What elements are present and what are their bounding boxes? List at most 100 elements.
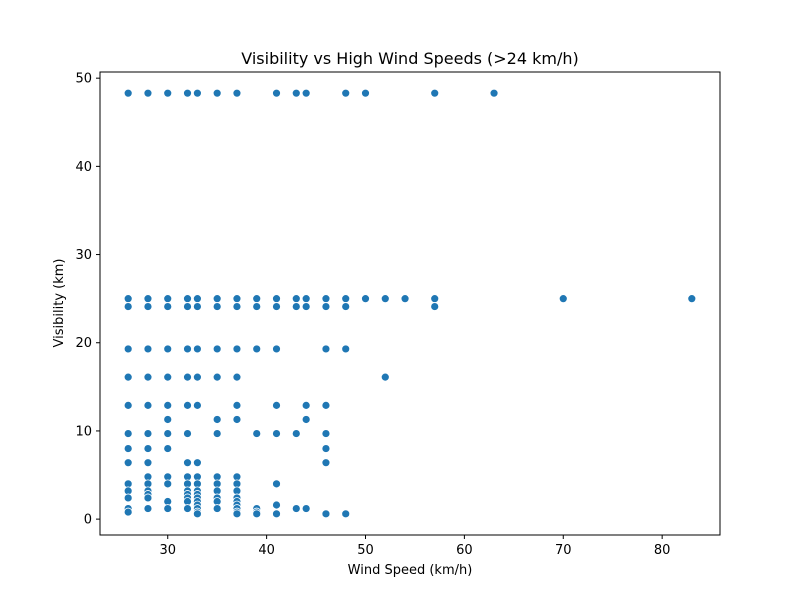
data-point: [321, 458, 331, 468]
data-point: [183, 372, 192, 382]
data-point: [212, 294, 222, 304]
data-point: [163, 504, 173, 513]
data-point: [558, 294, 568, 304]
y-axis-label: Visibility (km): [52, 259, 67, 348]
data-point: [252, 429, 262, 438]
data-point: [183, 88, 192, 98]
data-point: [291, 429, 301, 438]
data-point: [301, 294, 311, 304]
data-point: [123, 302, 133, 311]
chart-title: Visibility vs High Wind Speeds (>24 km/h…: [241, 49, 578, 68]
x-axis-ticks: 30 40 50 60 70 80: [159, 535, 670, 558]
data-point: [272, 429, 281, 438]
data-point: [321, 294, 331, 304]
data-point: [143, 294, 153, 304]
data-point: [143, 344, 153, 354]
data-point: [143, 444, 153, 453]
y-tick-label: 40: [75, 160, 92, 175]
data-point: [163, 302, 173, 311]
data-point: [232, 294, 242, 304]
data-point: [193, 302, 202, 311]
data-point: [123, 294, 133, 304]
data-point: [232, 302, 242, 311]
x-tick-label: 80: [654, 543, 671, 558]
data-point: [232, 400, 242, 410]
data-point: [291, 504, 301, 513]
data-point: [143, 458, 153, 468]
data-point: [430, 88, 440, 98]
y-tick-label: 50: [75, 72, 92, 87]
data-point: [163, 415, 173, 424]
data-point: [212, 302, 222, 311]
data-point: [321, 302, 331, 311]
y-tick-label: 30: [75, 248, 92, 263]
x-tick-label: 60: [456, 543, 473, 558]
data-point: [183, 458, 192, 468]
data-point: [430, 294, 440, 304]
data-point: [143, 429, 153, 438]
data-point: [687, 294, 697, 304]
data-point: [163, 372, 173, 382]
data-point: [380, 294, 390, 304]
data-point: [361, 294, 370, 304]
x-tick-label: 40: [258, 543, 275, 558]
data-point: [183, 400, 192, 410]
data-point: [321, 344, 331, 354]
data-point: [252, 294, 262, 304]
data-point: [143, 504, 153, 513]
data-point: [272, 88, 281, 98]
data-point: [341, 344, 351, 354]
data-point: [143, 372, 153, 382]
data-point: [252, 509, 262, 519]
data-point: [489, 88, 499, 98]
data-point: [341, 294, 351, 304]
x-tick-label: 30: [159, 543, 176, 558]
data-point: [123, 444, 133, 453]
data-point: [212, 415, 222, 424]
points-layer: [123, 88, 697, 519]
x-tick-label: 50: [357, 543, 374, 558]
data-point: [183, 504, 192, 513]
y-tick-label: 0: [84, 513, 92, 528]
data-point: [123, 344, 133, 354]
data-point: [163, 88, 173, 98]
data-point: [123, 429, 133, 438]
data-point: [123, 507, 133, 517]
data-point: [252, 344, 262, 354]
data-point: [193, 458, 202, 468]
data-point: [143, 400, 153, 410]
data-point: [321, 509, 331, 519]
data-point: [183, 344, 192, 354]
data-point: [321, 400, 331, 410]
data-point: [232, 415, 242, 424]
data-point: [212, 429, 222, 438]
data-point: [272, 302, 281, 311]
data-point: [301, 504, 311, 513]
data-point: [193, 509, 202, 519]
data-point: [232, 372, 242, 382]
data-point: [232, 344, 242, 354]
data-point: [143, 493, 153, 503]
data-point: [183, 302, 192, 311]
data-point: [301, 88, 311, 98]
data-point: [193, 372, 202, 382]
data-point: [301, 415, 311, 424]
data-point: [123, 88, 133, 98]
data-point: [272, 500, 281, 510]
data-point: [232, 509, 242, 519]
data-point: [430, 302, 440, 311]
data-point: [291, 294, 301, 304]
data-point: [341, 509, 351, 519]
data-point: [272, 344, 281, 354]
data-point: [341, 88, 351, 98]
data-point: [143, 88, 153, 98]
x-axis-label: Wind Speed (km/h): [348, 563, 473, 578]
data-point: [193, 88, 202, 98]
data-point: [183, 429, 192, 438]
data-point: [193, 294, 202, 304]
data-point: [301, 302, 311, 311]
data-point: [163, 294, 173, 304]
data-point: [272, 479, 281, 489]
y-tick-label: 10: [75, 424, 92, 439]
